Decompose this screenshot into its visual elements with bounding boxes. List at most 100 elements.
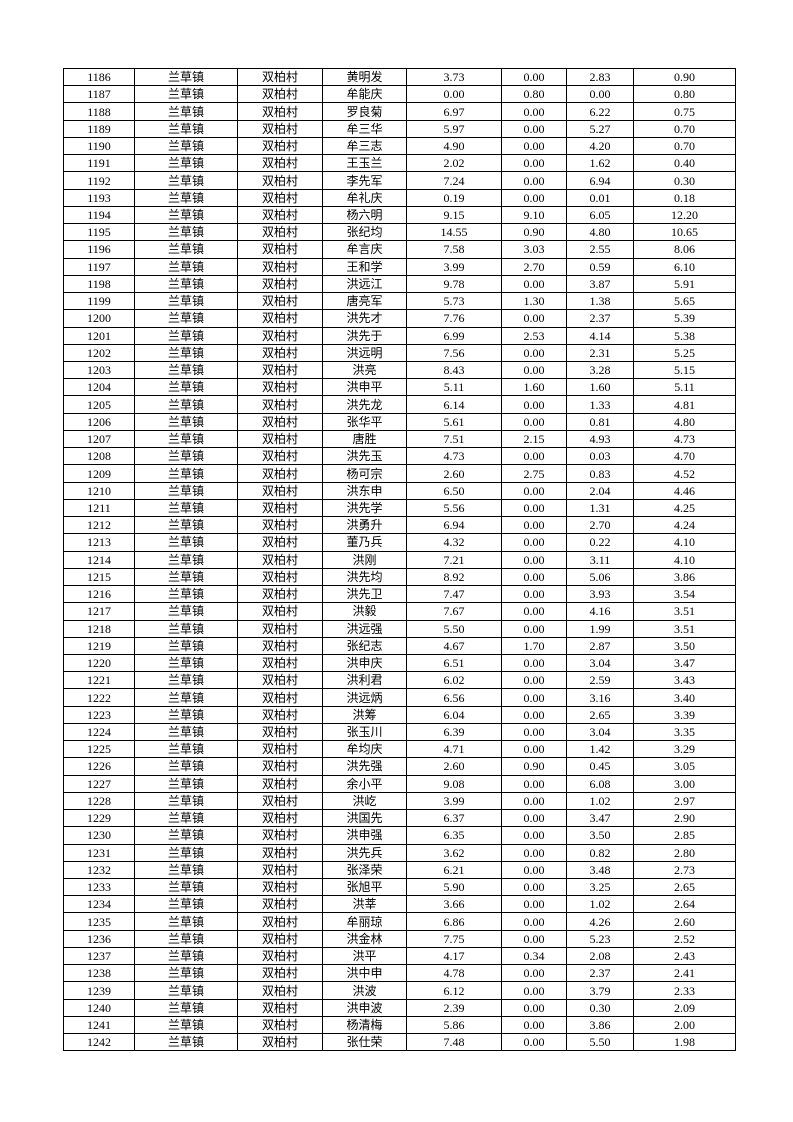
cell-serial-number: 1242 (63, 1033, 135, 1052)
cell-person-name: 牟丽琼 (322, 912, 407, 931)
cell-village: 双柏村 (237, 843, 323, 862)
cell-village: 双柏村 (237, 292, 323, 311)
cell-serial-number: 1231 (63, 843, 135, 862)
cell-town: 兰草镇 (134, 360, 238, 380)
cell-village: 双柏村 (237, 205, 323, 225)
cell-value-1: 5.86 (406, 1015, 502, 1035)
cell-value-4: 5.65 (633, 292, 736, 311)
cell-value-4: 0.75 (633, 102, 736, 121)
cell-town: 兰草镇 (134, 309, 238, 328)
cell-value-2: 0.00 (501, 878, 567, 897)
cell-town: 兰草镇 (134, 688, 238, 707)
cell-person-name: 洪屹 (322, 791, 407, 811)
cell-value-3: 3.50 (566, 826, 634, 845)
cell-town: 兰草镇 (134, 223, 238, 242)
cell-value-4: 0.40 (633, 154, 736, 173)
table-row: 1221 兰草镇 双柏村 洪利君 6.02 0.00 2.59 3.43 (63, 671, 736, 690)
cell-value-4: 4.46 (633, 481, 736, 500)
cell-value-2: 0.00 (501, 412, 567, 431)
cell-serial-number: 1235 (63, 912, 135, 931)
cell-village: 双柏村 (237, 636, 323, 655)
cell-person-name: 洪远强 (322, 619, 407, 638)
cell-town: 兰草镇 (134, 619, 238, 638)
cell-value-1: 5.73 (406, 292, 502, 311)
cell-value-1: 6.56 (406, 688, 502, 707)
cell-serial-number: 1189 (63, 119, 135, 138)
table-row: 1212 兰草镇 双柏村 洪勇升 6.94 0.00 2.70 4.24 (63, 516, 736, 535)
cell-value-4: 2.80 (633, 843, 736, 862)
cell-value-1: 2.39 (406, 998, 502, 1017)
cell-person-name: 洪申庆 (322, 653, 407, 673)
table-row: 1232 兰草镇 双柏村 张泽荣 6.21 0.00 3.48 2.73 (63, 860, 736, 880)
cell-value-2: 2.75 (501, 464, 567, 483)
cell-value-3: 0.45 (566, 757, 634, 776)
cell-person-name: 唐胜 (322, 429, 407, 449)
cell-value-1: 5.11 (406, 378, 502, 397)
cell-person-name: 洪勇升 (322, 516, 407, 535)
cell-person-name: 牟能庆 (322, 85, 407, 104)
cell-village: 双柏村 (237, 240, 323, 259)
cell-value-3: 3.86 (566, 1015, 634, 1035)
cell-serial-number: 1220 (63, 653, 135, 673)
cell-serial-number: 1226 (63, 757, 135, 776)
cell-value-4: 2.09 (633, 998, 736, 1017)
cell-town: 兰草镇 (134, 860, 238, 880)
cell-village: 双柏村 (237, 998, 323, 1017)
cell-value-1: 6.50 (406, 481, 502, 500)
cell-village: 双柏村 (237, 1033, 323, 1052)
cell-value-1: 4.17 (406, 946, 502, 966)
cell-value-2: 0.00 (501, 740, 567, 759)
cell-village: 双柏村 (237, 102, 323, 121)
cell-value-2: 1.60 (501, 378, 567, 397)
cell-value-2: 0.00 (501, 395, 567, 414)
cell-village: 双柏村 (237, 171, 323, 190)
cell-town: 兰草镇 (134, 636, 238, 655)
cell-value-2: 0.00 (501, 688, 567, 707)
cell-value-3: 5.27 (566, 119, 634, 138)
cell-value-4: 2.90 (633, 809, 736, 828)
cell-town: 兰草镇 (134, 205, 238, 225)
cell-value-1: 7.51 (406, 429, 502, 449)
table-row: 1197 兰草镇 双柏村 王和学 3.99 2.70 0.59 6.10 (63, 257, 736, 276)
cell-serial-number: 1219 (63, 636, 135, 655)
cell-village: 双柏村 (237, 585, 323, 604)
cell-value-3: 1.31 (566, 498, 634, 518)
cell-value-3: 2.87 (566, 636, 634, 655)
cell-person-name: 洪毅 (322, 602, 407, 621)
cell-village: 双柏村 (237, 826, 323, 845)
cell-town: 兰草镇 (134, 447, 238, 466)
cell-value-2: 0.90 (501, 757, 567, 776)
cell-serial-number: 1225 (63, 740, 135, 759)
cell-village: 双柏村 (237, 360, 323, 380)
cell-serial-number: 1208 (63, 447, 135, 466)
table-row: 1186 兰草镇 双柏村 黄明发 3.73 0.00 2.83 0.90 (63, 67, 736, 87)
cell-value-3: 5.23 (566, 929, 634, 948)
cell-value-3: 3.04 (566, 722, 634, 742)
cell-village: 双柏村 (237, 619, 323, 638)
table-row: 1190 兰草镇 双柏村 牟三志 4.90 0.00 4.20 0.70 (63, 136, 736, 156)
cell-value-3: 0.81 (566, 412, 634, 431)
cell-serial-number: 1227 (63, 774, 135, 793)
table-row: 1236 兰草镇 双柏村 洪金林 7.75 0.00 5.23 2.52 (63, 929, 736, 948)
cell-value-4: 3.51 (633, 619, 736, 638)
cell-person-name: 牟言庆 (322, 240, 407, 259)
cell-serial-number: 1238 (63, 964, 135, 983)
cell-village: 双柏村 (237, 653, 323, 673)
cell-value-1: 6.86 (406, 912, 502, 931)
table-row: 1214 兰草镇 双柏村 洪刚 7.21 0.00 3.11 4.10 (63, 550, 736, 569)
table-row: 1240 兰草镇 双柏村 洪申波 2.39 0.00 0.30 2.09 (63, 998, 736, 1017)
cell-value-4: 2.52 (633, 929, 736, 948)
cell-value-2: 0.00 (501, 343, 567, 362)
cell-value-2: 0.00 (501, 136, 567, 156)
cell-value-1: 2.02 (406, 154, 502, 173)
cell-value-4: 2.85 (633, 826, 736, 845)
cell-village: 双柏村 (237, 1015, 323, 1035)
cell-town: 兰草镇 (134, 878, 238, 897)
cell-person-name: 王玉兰 (322, 154, 407, 173)
cell-serial-number: 1186 (63, 67, 135, 87)
cell-value-3: 1.38 (566, 292, 634, 311)
cell-value-1: 6.51 (406, 653, 502, 673)
cell-value-2: 1.70 (501, 636, 567, 655)
cell-town: 兰草镇 (134, 843, 238, 862)
cell-serial-number: 1229 (63, 809, 135, 828)
